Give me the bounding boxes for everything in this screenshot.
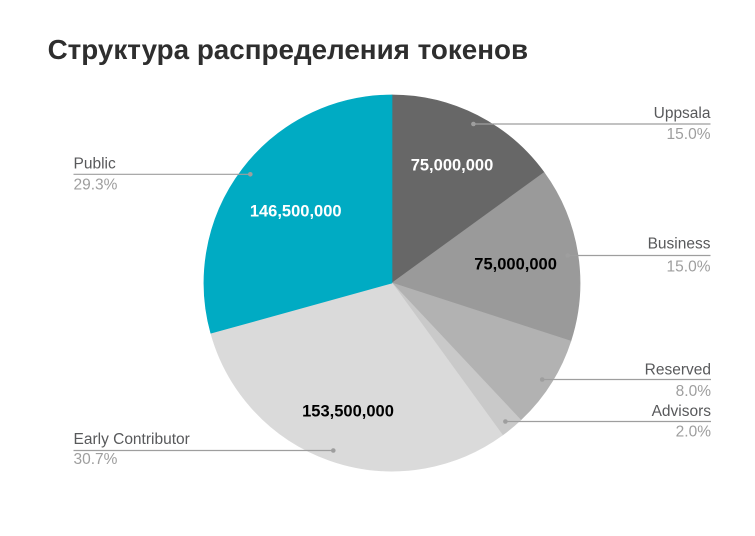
svg-text:Public: Public: [74, 156, 116, 173]
svg-text:Uppsala: Uppsala: [654, 105, 711, 122]
svg-text:15.0%: 15.0%: [667, 259, 711, 276]
svg-text:Early Contributor: Early Contributor: [74, 431, 190, 448]
svg-text:Advisors: Advisors: [652, 403, 712, 420]
svg-text:Структура распределения токено: Структура распределения токенов: [48, 34, 528, 65]
svg-text:146,500,000: 146,500,000: [250, 203, 342, 221]
svg-text:15.0%: 15.0%: [667, 126, 711, 143]
svg-text:Business: Business: [648, 235, 711, 252]
svg-text:2.0%: 2.0%: [676, 424, 712, 441]
svg-text:75,000,000: 75,000,000: [411, 156, 494, 174]
svg-text:29.3%: 29.3%: [74, 177, 118, 194]
svg-text:153,500,000: 153,500,000: [302, 403, 394, 421]
svg-text:8.0%: 8.0%: [676, 383, 712, 400]
svg-text:Reserved: Reserved: [645, 362, 711, 379]
svg-text:30.7%: 30.7%: [74, 451, 118, 468]
svg-text:75,000,000: 75,000,000: [474, 256, 557, 274]
